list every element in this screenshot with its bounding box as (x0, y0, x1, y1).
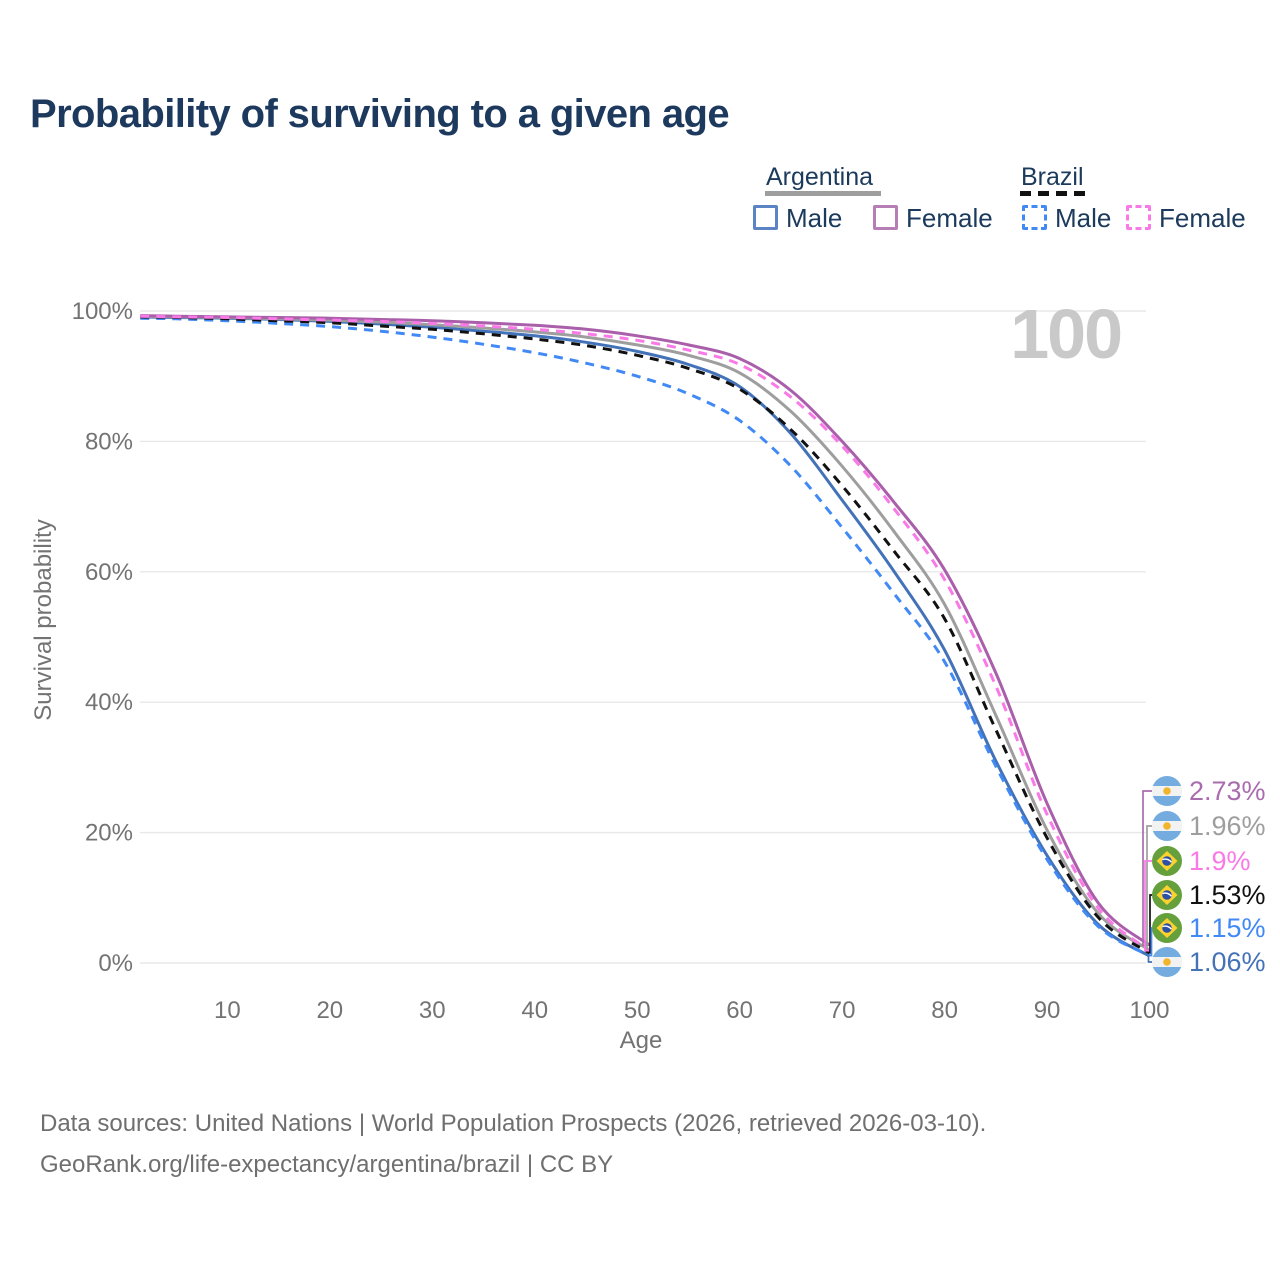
end-label-value: 1.9% (1189, 845, 1251, 876)
argentina-flag-icon (1152, 947, 1182, 977)
x-tick-label: 50 (624, 997, 651, 1024)
brazil-female-label[interactable]: Female (1159, 203, 1246, 233)
curve-argentina[interactable] (140, 314, 1151, 952)
x-tick-label: 70 (829, 997, 856, 1024)
y-tick-label: 20% (85, 820, 133, 847)
brazil-line-swatch (1020, 191, 1086, 196)
end-label-row[interactable]: 1.06% (1152, 947, 1266, 977)
curve-argentina-female[interactable] (140, 314, 1151, 947)
x-tick-label: 80 (931, 997, 958, 1024)
legend-group-argentina[interactable]: Argentina (766, 163, 874, 191)
curve-brazil-female[interactable] (140, 314, 1151, 952)
end-label-value: 1.53% (1189, 879, 1266, 910)
page-title: Probability of surviving to a given age (30, 92, 730, 136)
curve-argentina-male[interactable] (140, 315, 1151, 958)
x-tick-label: 60 (726, 997, 753, 1024)
brazil-flag-icon (1152, 846, 1182, 876)
end-label-row[interactable]: 1.9% (1152, 846, 1251, 876)
label-connector (1144, 860, 1152, 952)
brazil-flag-icon (1152, 880, 1182, 910)
legend-group-brazil[interactable]: Brazil (1021, 163, 1084, 191)
curve-brazil-male[interactable] (140, 316, 1151, 957)
brazil-flag-icon (1152, 913, 1182, 943)
end-label-value: 1.15% (1189, 912, 1266, 943)
argentina-male-checkbox[interactable] (753, 205, 778, 230)
argentina-line-swatch (765, 191, 881, 196)
age-indicator: 100 (1010, 295, 1123, 373)
license-note: GeoRank.org/life-expectancy/argentina/br… (40, 1151, 614, 1178)
y-tick-label: 80% (85, 428, 133, 455)
x-tick-label: 100 (1129, 997, 1169, 1024)
argentina-male-label[interactable]: Male (786, 203, 843, 233)
x-tick-label: 10 (214, 997, 241, 1024)
label-connector (1147, 955, 1152, 963)
x-tick-label: 90 (1034, 997, 1061, 1024)
argentina-female-label[interactable]: Female (906, 203, 993, 233)
x-axis-title: Age (619, 1027, 663, 1054)
argentina-female-checkbox[interactable] (873, 205, 898, 230)
label-connector (1149, 894, 1152, 954)
chart-plot-area[interactable]: 0% 20% 40% 60% 80% 100% 10 20 30 40 50 60 70 80 90 100 (0, 0, 1280, 1080)
y-tick-label: 100% (72, 298, 133, 325)
end-label-row[interactable]: 1.96% (1152, 811, 1266, 841)
y-tick-label: 60% (85, 559, 133, 586)
end-label-value: 1.06% (1189, 946, 1266, 977)
brazil-female-checkbox[interactable] (1126, 205, 1151, 230)
end-label-value: 2.73% (1189, 775, 1266, 806)
x-tick-label: 40 (521, 997, 548, 1024)
label-connector (1149, 927, 1153, 957)
end-label-row[interactable]: 1.15% (1152, 913, 1266, 943)
data-source-note: Data sources: United Nations | World Pop… (40, 1110, 987, 1137)
end-label-value: 1.96% (1189, 810, 1266, 841)
y-tick-label: 40% (85, 689, 133, 716)
argentina-flag-icon (1152, 776, 1182, 806)
x-tick-label: 20 (316, 997, 343, 1024)
end-label-row[interactable]: 2.73% (1152, 776, 1266, 806)
x-tick-label: 30 (419, 997, 446, 1024)
brazil-male-checkbox[interactable] (1022, 205, 1047, 230)
y-axis-title: Survival probability (30, 519, 57, 721)
y-tick-label: 0% (98, 950, 133, 977)
end-label-row[interactable]: 1.53% (1152, 880, 1266, 910)
curve-brazil[interactable] (140, 315, 1151, 955)
argentina-flag-icon (1152, 811, 1182, 841)
brazil-male-label[interactable]: Male (1055, 203, 1112, 233)
